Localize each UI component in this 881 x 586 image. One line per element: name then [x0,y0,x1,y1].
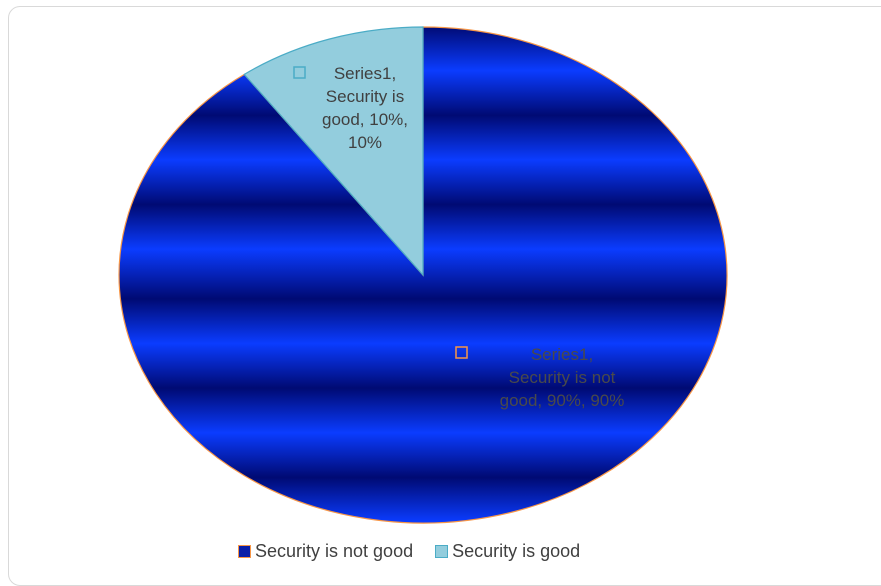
data-label-marker-0 [455,346,468,359]
pie-slice-security-good [243,26,424,277]
legend-item-security-good: Security is good [435,541,580,562]
legend-swatch-security-good [435,544,449,558]
legend-swatch-security-not-good [238,544,251,558]
legend-item-security-not-good: Security is not good [238,541,413,562]
pie-chart: Series1, Security is not good, 90%, 90% Ser… [118,26,728,524]
chart-legend: Security is not good Security is good [238,540,580,562]
legend-label-security-not-good: Security is not good [255,540,414,561]
data-label-security-not-good: Series1, Security is not good, 90%, 90% [500,345,625,410]
data-label-security-good: Series1, Security is good, 10%, 10% [322,64,408,152]
data-label-marker-1 [293,66,306,79]
legend-label-security-good: Security is good [452,540,581,561]
